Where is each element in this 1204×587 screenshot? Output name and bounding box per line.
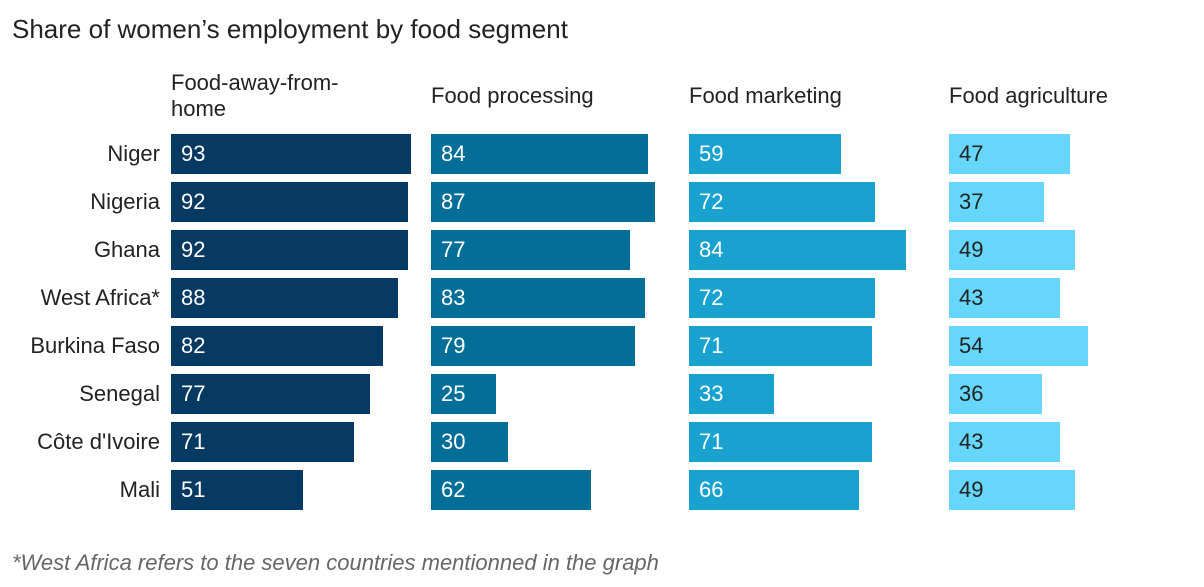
bar-food-agriculture-burkina-faso bbox=[949, 326, 1088, 366]
bar-food-agriculture-c-te-d-ivoire bbox=[949, 422, 1060, 462]
bar-value-label: 79 bbox=[441, 333, 466, 358]
bar-food-away-from-home-niger bbox=[171, 134, 411, 174]
bar-food-processing-senegal bbox=[431, 374, 496, 414]
row-label-burkina-faso: Burkina Faso bbox=[30, 333, 160, 358]
bar-food-away-from-home-burkina-faso bbox=[171, 326, 383, 366]
bar-value-label: 62 bbox=[441, 477, 466, 502]
column-header-line: Food marketing bbox=[689, 83, 842, 108]
bar-food-away-from-home-c-te-d-ivoire bbox=[171, 422, 354, 462]
bar-value-label: 72 bbox=[699, 285, 724, 310]
bar-food-agriculture-nigeria bbox=[949, 182, 1044, 222]
bar-food-marketing-nigeria bbox=[689, 182, 875, 222]
bar-value-label: 30 bbox=[441, 429, 466, 454]
bar-food-marketing-c-te-d-ivoire bbox=[689, 422, 872, 462]
column-header-food-away-from-home: Food-away-from-home bbox=[171, 70, 338, 122]
bar-food-processing-c-te-d-ivoire bbox=[431, 422, 508, 462]
row-label-west-africa: West Africa* bbox=[40, 285, 160, 310]
column-header-line: Food-away-from- bbox=[171, 70, 339, 95]
bar-food-agriculture-ghana bbox=[949, 230, 1075, 270]
column-header-food-marketing: Food marketing bbox=[689, 83, 842, 109]
bar-value-label: 54 bbox=[959, 333, 984, 358]
bar-food-away-from-home-ghana bbox=[171, 230, 408, 270]
column-header-line: Food agriculture bbox=[949, 83, 1108, 108]
bar-food-marketing-niger bbox=[689, 134, 841, 174]
bar-food-away-from-home-senegal bbox=[171, 374, 370, 414]
bar-food-marketing-senegal bbox=[689, 374, 774, 414]
bar-value-label: 43 bbox=[959, 429, 984, 454]
bar-food-marketing-west-africa bbox=[689, 278, 875, 318]
bar-value-label: 36 bbox=[959, 381, 984, 406]
bar-food-agriculture-niger bbox=[949, 134, 1070, 174]
bar-food-agriculture-mali bbox=[949, 470, 1075, 510]
bar-value-label: 87 bbox=[441, 189, 466, 214]
row-label-senegal: Senegal bbox=[79, 381, 160, 406]
bar-value-label: 33 bbox=[699, 381, 724, 406]
bar-food-marketing-burkina-faso bbox=[689, 326, 872, 366]
bar-value-label: 47 bbox=[959, 141, 984, 166]
column-header-food-agriculture: Food agriculture bbox=[949, 83, 1108, 109]
bar-value-label: 83 bbox=[441, 285, 466, 310]
bar-food-processing-nigeria bbox=[431, 182, 655, 222]
bar-value-label: 84 bbox=[441, 141, 466, 166]
bar-value-label: 71 bbox=[181, 429, 206, 454]
bar-value-label: 66 bbox=[699, 477, 724, 502]
bar-value-label: 92 bbox=[181, 189, 206, 214]
bar-food-processing-burkina-faso bbox=[431, 326, 635, 366]
bar-value-label: 43 bbox=[959, 285, 984, 310]
column-header-food-processing: Food processing bbox=[431, 83, 594, 109]
bar-value-label: 92 bbox=[181, 237, 206, 262]
bar-food-agriculture-senegal bbox=[949, 374, 1042, 414]
chart-footnote: *West Africa refers to the seven countri… bbox=[12, 550, 659, 575]
bar-value-label: 71 bbox=[699, 429, 724, 454]
bar-food-marketing-mali bbox=[689, 470, 859, 510]
column-header-line: home bbox=[171, 96, 227, 121]
bar-food-processing-ghana bbox=[431, 230, 630, 270]
row-label-mali: Mali bbox=[119, 477, 160, 502]
row-label-ghana: Ghana bbox=[93, 237, 160, 262]
bar-food-away-from-home-nigeria bbox=[171, 182, 408, 222]
bar-value-label: 49 bbox=[959, 477, 984, 502]
bar-food-processing-niger bbox=[431, 134, 648, 174]
bar-food-agriculture-west-africa bbox=[949, 278, 1060, 318]
bar-food-marketing-ghana bbox=[689, 230, 906, 270]
bar-food-away-from-home-west-africa bbox=[171, 278, 398, 318]
bar-value-label: 72 bbox=[699, 189, 724, 214]
row-label-c-te-d-ivoire: Côte d'Ivoire bbox=[37, 429, 160, 454]
bar-value-label: 93 bbox=[181, 141, 206, 166]
bar-food-away-from-home-mali bbox=[171, 470, 303, 510]
bar-value-label: 71 bbox=[699, 333, 724, 358]
bar-value-label: 37 bbox=[959, 189, 984, 214]
bar-food-processing-west-africa bbox=[431, 278, 645, 318]
bar-value-label: 88 bbox=[181, 285, 206, 310]
bar-value-label: 25 bbox=[441, 381, 466, 406]
bar-value-label: 84 bbox=[699, 237, 724, 262]
bar-value-label: 77 bbox=[181, 381, 206, 406]
bar-value-label: 51 bbox=[181, 477, 206, 502]
row-label-niger: Niger bbox=[107, 141, 160, 166]
row-label-nigeria: Nigeria bbox=[90, 189, 160, 214]
bar-value-label: 77 bbox=[441, 237, 466, 262]
bar-value-label: 82 bbox=[181, 333, 206, 358]
bar-food-processing-mali bbox=[431, 470, 591, 510]
chart-title: Share of women’s employment by food segm… bbox=[12, 14, 568, 44]
column-header-line: Food processing bbox=[431, 83, 594, 108]
bar-value-label: 49 bbox=[959, 237, 984, 262]
bar-value-label: 59 bbox=[699, 141, 724, 166]
